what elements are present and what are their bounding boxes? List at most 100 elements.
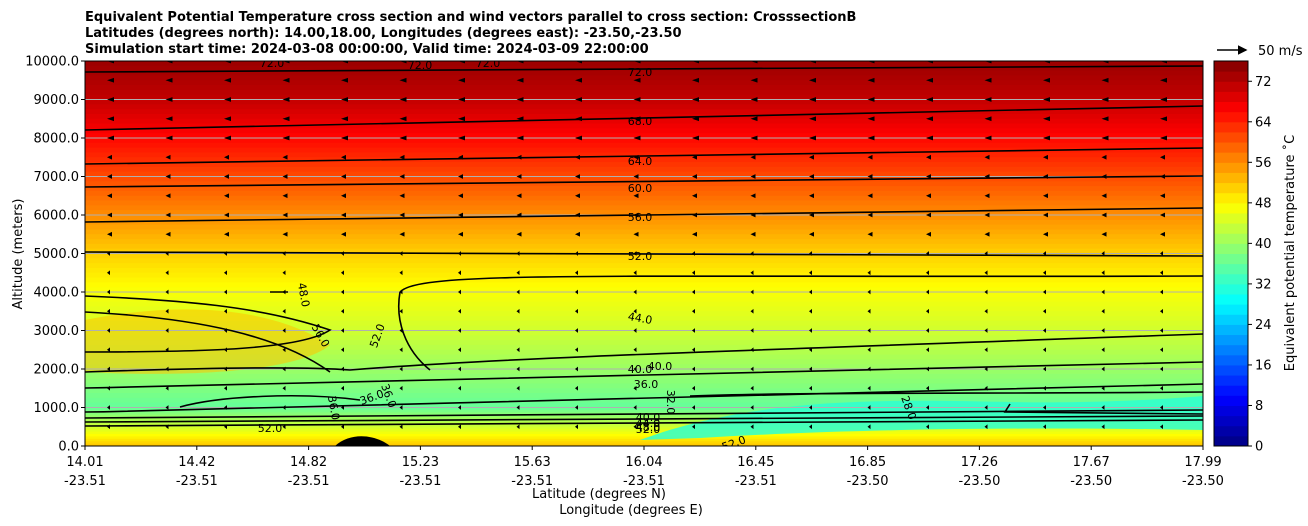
wind-vector: [165, 154, 171, 160]
wind-vector: [692, 251, 695, 256]
x-tick-label-lat: 14.42: [178, 455, 215, 470]
wind-vector: [1101, 193, 1107, 199]
x-tick-label-lon: -23.50: [847, 474, 889, 489]
wind-vector: [1043, 77, 1050, 83]
wind-vector: [1101, 61, 1109, 64]
wind-vector: [107, 97, 114, 102]
wind-vector: [575, 270, 578, 276]
contour-label: 64.0: [628, 155, 653, 168]
chart-title-line-2: Latitudes (degrees north): 14.00,18.00, …: [85, 26, 682, 41]
wind-vector: [516, 231, 522, 237]
contour-label: 44.0: [636, 417, 661, 430]
colorbar-segment: [1214, 294, 1248, 305]
theta-e-band: [85, 181, 1203, 187]
wind-vector: [1160, 385, 1163, 391]
wind-vector: [107, 347, 110, 353]
wind-vector: [107, 385, 110, 391]
wind-vector: [458, 135, 465, 141]
wind-vector: [165, 328, 169, 333]
wind-vector: [282, 405, 286, 410]
colorbar-segment: [1214, 405, 1248, 417]
wind-vector: [633, 424, 637, 430]
wind-vector: [224, 405, 227, 410]
theta-e-band: [85, 89, 1203, 96]
wind-vector: [633, 405, 637, 410]
theta-e-band: [85, 152, 1203, 158]
theta-e-band: [85, 70, 1203, 77]
wind-vector: [575, 116, 582, 122]
wind-vector: [692, 308, 695, 314]
wind-vector: [1101, 251, 1105, 256]
wind-vector: [282, 154, 288, 160]
theta-e-band: [85, 325, 1203, 332]
wind-vector: [926, 328, 929, 333]
y-tick-label: 2000.0: [34, 363, 80, 378]
wind-vector: [1160, 154, 1165, 160]
wind-vector: [867, 366, 871, 372]
wind-vector: [867, 116, 875, 122]
theta-e-band: [85, 118, 1203, 125]
theta-e-band: [85, 186, 1203, 192]
wind-vector: [1160, 308, 1163, 314]
colorbar-segment: [1214, 131, 1248, 143]
wind-vector: [633, 251, 637, 256]
theta-e-band: [85, 195, 1203, 202]
wind-vector: [809, 212, 814, 218]
wind-vector: [165, 97, 173, 102]
wind-vector: [867, 308, 871, 314]
wind-vector: [926, 405, 929, 410]
wind-vector: [633, 366, 637, 372]
wind-vector: [692, 212, 697, 218]
theta-e-band: [85, 424, 1203, 428]
wind-vector: [399, 193, 405, 199]
wind-vector: [926, 193, 931, 199]
wind-vector: [107, 366, 110, 372]
wind-vector: [1160, 212, 1165, 218]
wind-vector: [926, 308, 929, 314]
wind-vector: [341, 116, 348, 122]
colorbar-segment: [1214, 81, 1248, 92]
wind-vector: [399, 308, 403, 314]
wind-vector: [809, 289, 812, 295]
wind-vector: [516, 97, 524, 102]
wind-vector: [341, 366, 344, 372]
wind-vector: [575, 61, 582, 64]
colorbar-segment: [1214, 192, 1248, 204]
theta-e-band: [85, 282, 1203, 288]
wind-vector: [867, 385, 871, 391]
wind-vector: [692, 231, 697, 237]
x-tick-label-lon: -23.51: [176, 474, 218, 489]
y-tick-label: 5000.0: [34, 247, 80, 262]
wind-vector: [341, 385, 344, 391]
wind-vector: [692, 116, 699, 122]
wind-vector: [107, 116, 114, 122]
x-axis-label-longitude: Longitude (degrees E): [559, 503, 703, 518]
wind-vector: [926, 212, 931, 218]
wind-vector: [926, 97, 933, 102]
wind-vector: [1101, 385, 1105, 391]
wind-vector: [867, 231, 873, 237]
wind-vector: [516, 193, 522, 199]
wind-vector: [458, 289, 461, 295]
x-tick-label-lat: 17.67: [1073, 455, 1110, 470]
colorbar-segment: [1214, 142, 1248, 153]
wind-vector: [750, 424, 754, 430]
colorbar-segment: [1214, 344, 1248, 356]
colorbar-segment: [1214, 121, 1248, 133]
colorbar-segment: [1214, 162, 1248, 173]
wind-vector: [750, 405, 754, 410]
wind-vector: [809, 270, 812, 276]
wind-vector: [224, 77, 231, 83]
wind-vector: [633, 328, 637, 333]
wind-vector: [165, 231, 171, 237]
wind-vector: [1160, 135, 1167, 141]
colorbar-segment: [1214, 354, 1248, 366]
x-tick-label-lat: 15.63: [514, 455, 551, 470]
y-tick-label: 1000.0: [34, 401, 80, 416]
contour-label: 36.0: [634, 378, 659, 391]
wind-vector: [1043, 116, 1050, 122]
wind-vector: [282, 116, 290, 122]
wind-vector: [224, 366, 227, 372]
theta-e-band: [85, 147, 1203, 154]
wind-vector: [926, 366, 929, 372]
